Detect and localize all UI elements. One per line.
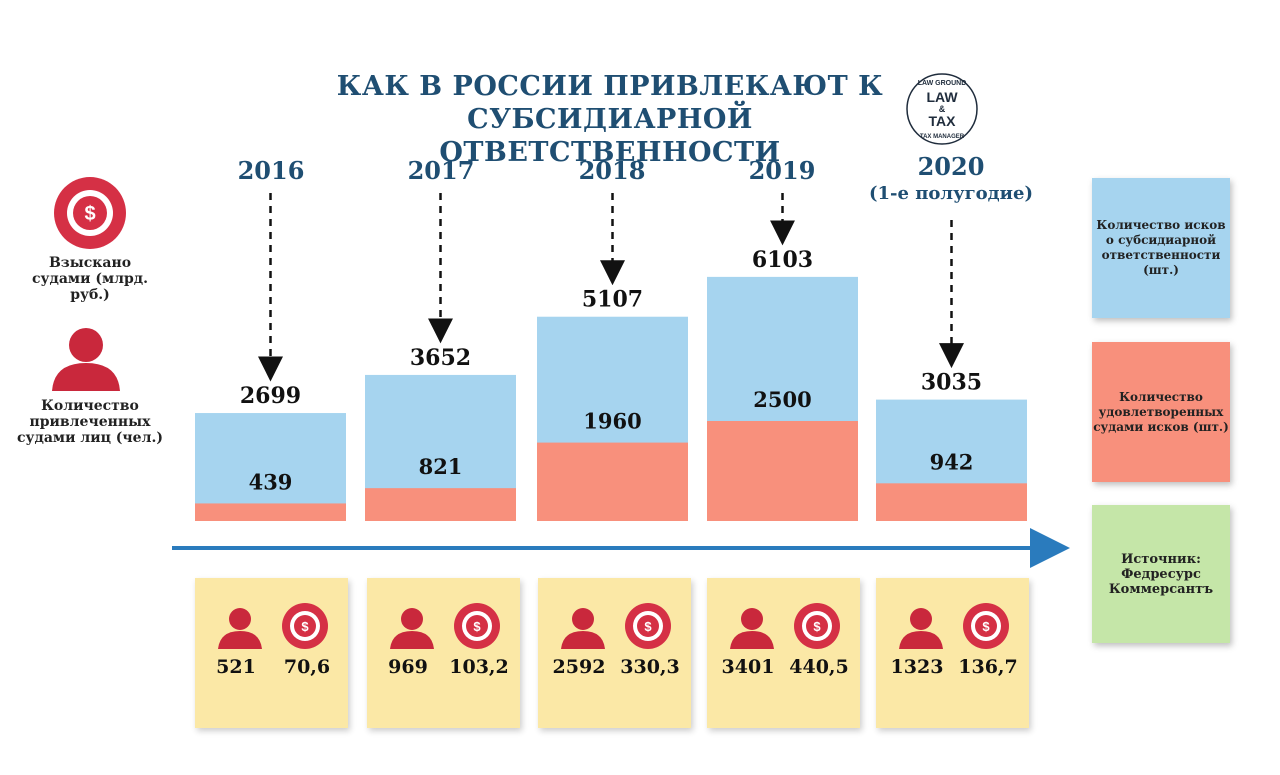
people-value-2017: 969 — [388, 656, 428, 678]
legend-satisfied-box: Количество удовлетворенных судами исков … — [1092, 342, 1230, 482]
stats-card-2019: $3401 440,5 — [707, 578, 860, 728]
satisfied-value-label-2020: 942 — [930, 449, 974, 474]
logo-bottom-text: TAX MANAGER — [920, 134, 965, 140]
source-label: Источник: Федресурс Коммерсантъ — [1108, 551, 1214, 597]
logo-amp-text: & — [939, 104, 946, 114]
satisfied-bar-2019 — [707, 421, 858, 521]
person-icon — [390, 608, 434, 649]
year-header-2020: 2020 (1-е полугодие) — [866, 152, 1036, 204]
legend-satisfied-label: Количество удовлетворенных судами исков … — [1093, 389, 1229, 434]
money-legend-icon: $ — [54, 177, 126, 249]
satisfied-value-label-2017: 821 — [419, 454, 463, 479]
money-value-2017: 103,2 — [449, 656, 509, 678]
money-value-2019: 440,5 — [789, 656, 849, 678]
year-note-2020: (1-е полугодие) — [869, 183, 1033, 204]
legend-claims-box: Количество исков о субсидиарной ответств… — [1092, 178, 1230, 318]
people-value-2018: 2592 — [552, 656, 606, 678]
money-value-2020: 136,7 — [958, 656, 1018, 678]
title-line-1: КАК В РОССИИ ПРИВЛЕКАЮТ К — [336, 71, 884, 102]
people-value-2019: 3401 — [721, 656, 775, 678]
money-icon: $ — [282, 603, 328, 649]
svg-text:$: $ — [644, 619, 652, 634]
svg-text:$: $ — [813, 619, 821, 634]
satisfied-bar-2020 — [876, 483, 1027, 521]
claims-value-label-2017: 3652 — [410, 345, 471, 371]
claims-bar-2016 — [195, 413, 346, 521]
satisfied-bar-2016 — [195, 503, 346, 521]
claims-value-label-2020: 3035 — [921, 370, 982, 396]
source-box: Источник: Федресурс Коммерсантъ — [1092, 505, 1230, 643]
person-icon — [218, 608, 262, 649]
satisfied-value-label-2018: 1960 — [583, 409, 641, 434]
year-header-2018: 2018 — [578, 156, 646, 185]
logo-tax-text: TAX — [929, 113, 957, 129]
money-icon: $ — [963, 603, 1009, 649]
svg-text:$: $ — [84, 203, 95, 225]
person-icon — [899, 608, 943, 649]
title-line-2: СУБСИДИАРНОЙ ОТВЕТСТВЕННОСТИ — [439, 104, 781, 168]
svg-text:$: $ — [982, 619, 990, 634]
logo-top-text: LAW GROUND — [918, 80, 967, 87]
year-header-2019: 2019 — [748, 156, 816, 185]
stats-card-2017: $969 103,2 — [367, 578, 520, 728]
money-value-2016: 70,6 — [283, 656, 331, 678]
stats-card-2018: $2592 330,3 — [538, 578, 691, 728]
people-legend-label: Количество привлеченных судами лиц (чел.… — [17, 398, 163, 446]
year-header-2017: 2017 — [407, 156, 475, 185]
stats-card-2016: $521 70,6 — [195, 578, 348, 728]
logo-law-text: LAW — [926, 89, 958, 105]
money-icon: $ — [454, 603, 500, 649]
legend-claims-label: Количество исков о субсидиарной ответств… — [1096, 218, 1226, 277]
person-icon — [561, 608, 605, 649]
claims-value-label-2018: 5107 — [582, 287, 643, 313]
satisfied-value-label-2016: 439 — [249, 469, 293, 494]
people-value-2020: 1323 — [890, 656, 944, 678]
money-icon: $ — [625, 603, 671, 649]
satisfied-bar-2018 — [537, 442, 688, 521]
satisfied-value-label-2019: 2500 — [753, 387, 811, 412]
law-tax-logo: LAW GROUND LAW & TAX TAX MANAGER — [906, 73, 978, 145]
people-value-2016: 521 — [216, 656, 256, 678]
satisfied-bar-2017 — [365, 488, 516, 521]
claims-value-label-2016: 2699 — [240, 383, 301, 409]
person-legend-icon — [52, 328, 120, 391]
svg-text:$: $ — [473, 619, 481, 634]
chart-title: КАК В РОССИИ ПРИВЛЕКАЮТ К СУБСИДИАРНОЙ О… — [300, 70, 920, 169]
money-legend-label: Взыскано судами (млрд. руб.) — [32, 255, 148, 303]
claims-value-label-2019: 6103 — [752, 247, 813, 273]
money-icon: $ — [794, 603, 840, 649]
year-header-2016: 2016 — [237, 156, 305, 185]
person-icon — [730, 608, 774, 649]
money-value-2018: 330,3 — [620, 656, 680, 678]
svg-text:$: $ — [301, 619, 309, 634]
stats-card-2020: $1323 136,7 — [876, 578, 1029, 728]
